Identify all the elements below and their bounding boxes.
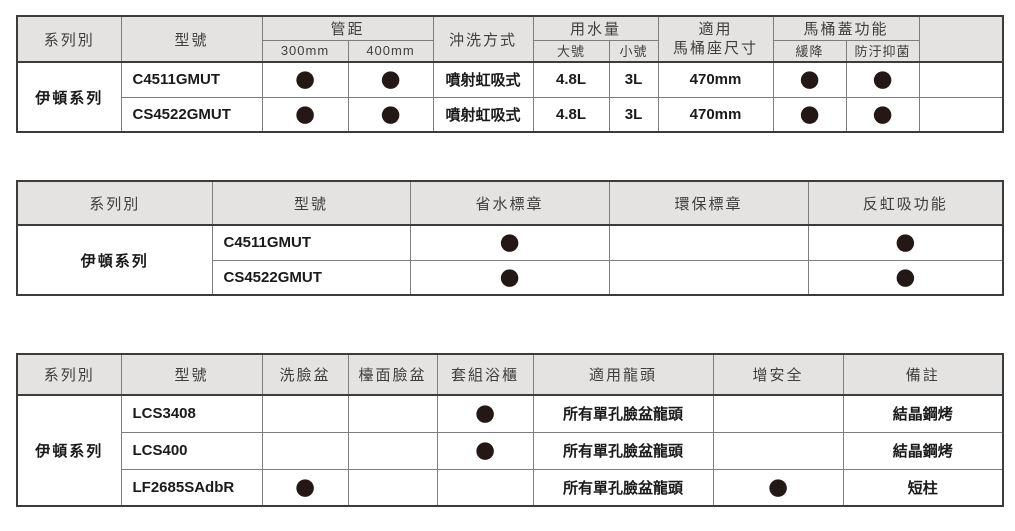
col-header-water-usage: 用水量 [532, 15, 659, 41]
dot-cell-water-saving: ● [409, 259, 610, 296]
half-flush-cell: 3L [608, 61, 659, 98]
col-header-model: 型號 [120, 15, 263, 63]
certification-table: 系列別 型號 省水標章 環保標章 反虹吸功能 伊頓系列 C4511GMUT ● … [16, 180, 1004, 296]
header-row-2: 300mm 400mm 大號 小號 緩降 防汙抑菌 [17, 39, 1003, 63]
col-header-flush-type: 沖洗方式 [432, 15, 534, 63]
col-header-series: 系列別 [16, 15, 122, 63]
faucet-cell: 所有單孔臉盆龍頭 [532, 394, 714, 433]
col-header-half-flush: 小號 [608, 39, 659, 63]
dot-cell-eco [608, 259, 809, 296]
header-row-1: 系列別 型號 管距 沖洗方式 用水量 適用 馬桶座尺寸 馬桶蓋功能 [16, 15, 1004, 63]
col-header-pipe-300: 300mm [261, 39, 349, 63]
header-row: 系列別 型號 洗臉盆 檯面臉盆 套組浴櫃 適用龍頭 增安全 備註 [16, 353, 1004, 396]
col-header-soft-close: 緩降 [772, 39, 847, 63]
col-header-series: 系列別 [16, 353, 122, 396]
model-cell: CS4522GMUT [211, 259, 411, 296]
col-header-counter-basin: 檯面臉盆 [347, 353, 438, 396]
notes-cell: 短柱 [842, 468, 1004, 507]
series-cell: 伊頓系列 [16, 394, 122, 507]
col-header-eco: 環保標章 [608, 180, 809, 226]
dot-cell-anti-siphon: ● [807, 224, 1004, 261]
faucet-cell: 所有單孔臉盆龍頭 [532, 431, 714, 470]
notes-cell: 結晶鋼烤 [842, 431, 1004, 470]
col-header-water-saving: 省水標章 [409, 180, 610, 226]
col-header-cabinet-set: 套組浴櫃 [436, 353, 534, 396]
dot-cell-cabinet-set: ● [436, 394, 534, 433]
extra-cell [918, 61, 1004, 98]
extra-cell [918, 96, 1004, 133]
dot-cell-anti-siphon: ● [807, 259, 1004, 296]
model-cell: CS4522GMUT [120, 96, 263, 133]
col-header-notes: 備註 [842, 353, 1004, 396]
dot-cell-pipe-400: ● [347, 96, 434, 133]
dot-cell-counter-basin [347, 431, 438, 470]
dot-cell-safety [712, 431, 844, 470]
col-header-seat-size: 適用 馬桶座尺寸 [657, 15, 774, 63]
seat-size-line1: 適用 [698, 20, 733, 38]
toilet-spec-table: 系列別 型號 管距 沖洗方式 用水量 適用 馬桶座尺寸 馬桶蓋功能 300mm … [16, 15, 1004, 133]
full-flush-cell: 4.8L [532, 61, 610, 98]
notes-cell: 結晶鋼烤 [842, 394, 1004, 433]
table-row: LCS400 ● 所有單孔臉盆龍頭 結晶鋼烤 [17, 431, 1004, 470]
full-flush-cell: 4.8L [532, 96, 610, 133]
seat-size-line2: 馬桶座尺寸 [672, 40, 758, 57]
table-row: LF2685SAdbR ● 所有單孔臉盆龍頭 ● 短柱 [17, 468, 1004, 507]
col-header-antibacterial: 防汙抑菌 [845, 39, 920, 63]
model-cell: LCS3408 [120, 394, 263, 433]
basin-spec-table: 系列別 型號 洗臉盆 檯面臉盆 套組浴櫃 適用龍頭 增安全 備註 伊頓系列 LC… [16, 353, 1004, 507]
col-header-lid-function: 馬桶蓋功能 [772, 15, 920, 41]
dot-cell-eco [608, 224, 809, 261]
header-row: 系列別 型號 省水標章 環保標章 反虹吸功能 [16, 180, 1004, 226]
col-header-pipe-400: 400mm [347, 39, 434, 63]
dot-cell-water-saving: ● [409, 224, 610, 261]
model-cell: LCS400 [120, 431, 263, 470]
half-flush-cell: 3L [608, 96, 659, 133]
model-cell: C4511GMUT [211, 224, 411, 261]
col-header-full-flush: 大號 [532, 39, 610, 63]
series-cell: 伊頓系列 [16, 224, 213, 296]
dot-cell-antibacterial: ● [845, 96, 920, 133]
dot-cell-counter-basin [347, 394, 438, 433]
table-row: 伊頓系列 C4511GMUT ● ● 噴射虹吸式 4.8L 3L 470mm ●… [16, 61, 1004, 133]
col-header-model: 型號 [211, 180, 411, 226]
dot-cell-pipe-300: ● [261, 96, 349, 133]
col-header-extra [918, 15, 1004, 63]
flush-type-cell: 噴射虹吸式 [432, 61, 534, 98]
dot-cell-soft-close: ● [772, 61, 847, 98]
dot-cell-safety: ● [712, 468, 844, 507]
table-row: CS4522GMUT ● ● 噴射虹吸式 4.8L 3L 470mm ● ● [17, 96, 1004, 133]
dot-cell-basin: ● [261, 468, 349, 507]
table-row: 伊頓系列 LCS3408 ● 所有單孔臉盆龍頭 結晶鋼烤 [16, 394, 1004, 507]
col-header-basin: 洗臉盆 [261, 353, 349, 396]
col-header-anti-siphon: 反虹吸功能 [807, 180, 1004, 226]
seat-size-cell: 470mm [657, 61, 774, 98]
dot-cell-counter-basin [347, 468, 438, 507]
seat-size-cell: 470mm [657, 96, 774, 133]
series-cell: 伊頓系列 [16, 61, 122, 133]
dot-cell-pipe-400: ● [347, 61, 434, 98]
table-row: CS4522GMUT ● ● [17, 259, 1004, 296]
table-row: 伊頓系列 C4511GMUT ● ● [16, 224, 1004, 296]
dot-cell-pipe-300: ● [261, 61, 349, 98]
col-header-safety: 增安全 [712, 353, 844, 396]
model-cell: C4511GMUT [120, 61, 263, 98]
faucet-cell: 所有單孔臉盆龍頭 [532, 468, 714, 507]
col-header-series: 系列別 [16, 180, 213, 226]
model-cell: LF2685SAdbR [120, 468, 263, 507]
col-header-model: 型號 [120, 353, 263, 396]
dot-cell-basin [261, 394, 349, 433]
flush-type-cell: 噴射虹吸式 [432, 96, 534, 133]
dot-cell-safety [712, 394, 844, 433]
col-header-pipe-distance: 管距 [261, 15, 434, 41]
dot-cell-basin [261, 431, 349, 470]
col-header-faucet: 適用龍頭 [532, 353, 714, 396]
dot-cell-cabinet-set [436, 468, 534, 507]
dot-cell-cabinet-set: ● [436, 431, 534, 470]
dot-cell-soft-close: ● [772, 96, 847, 133]
dot-cell-antibacterial: ● [845, 61, 920, 98]
